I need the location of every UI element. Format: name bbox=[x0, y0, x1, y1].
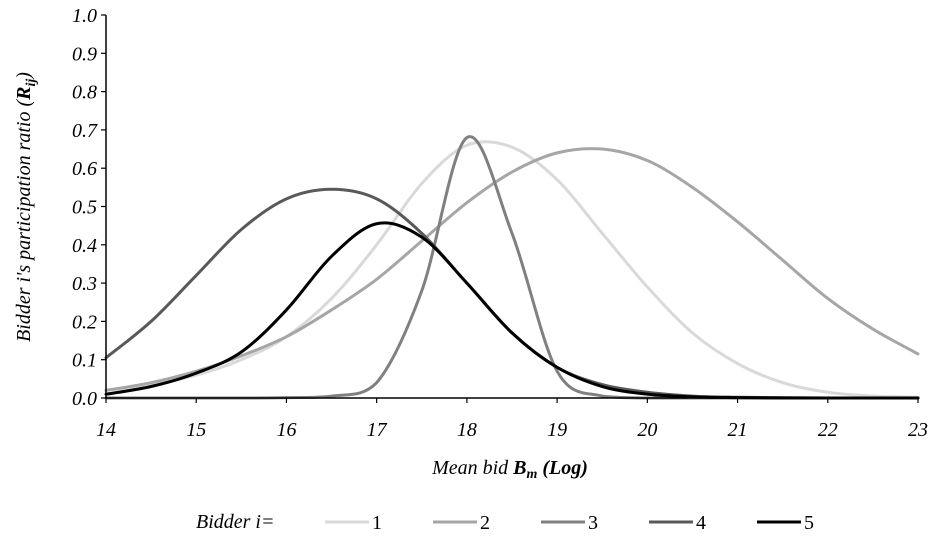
series-line-1 bbox=[104, 140, 920, 399]
y-tick-label: 0.0 bbox=[72, 388, 97, 410]
x-axis-label: Mean bid Bm (Log) bbox=[431, 457, 588, 482]
series-line-2 bbox=[104, 147, 920, 392]
x-tick-label: 14 bbox=[96, 419, 116, 441]
y-tick-label: 1.0 bbox=[72, 5, 97, 27]
x-tick-label: 17 bbox=[367, 419, 388, 441]
y-tick-label: 0.9 bbox=[72, 43, 97, 65]
series-line-5 bbox=[104, 221, 920, 400]
plot-lines bbox=[104, 135, 920, 400]
legend-label-2: 2 bbox=[480, 512, 490, 534]
x-tick-label: 23 bbox=[908, 419, 928, 441]
y-tick-label: 0.7 bbox=[72, 120, 98, 142]
legend: Bidder i= 1 2 3 4 5 bbox=[196, 511, 814, 534]
x-tick-label: 15 bbox=[186, 419, 206, 441]
series-line-4 bbox=[104, 187, 920, 400]
y-tick-label: 0.6 bbox=[72, 158, 97, 180]
x-tick-label: 16 bbox=[276, 419, 296, 441]
y-tick-label: 0.5 bbox=[72, 197, 97, 219]
x-tick-label: 19 bbox=[547, 419, 567, 441]
legend-label-4: 4 bbox=[696, 512, 706, 534]
ticks: 0.0 0.1 0.2 0.3 0.4 0.5 0.6 0.7 0.8 0.9 1.0 14 15 16 1… bbox=[72, 5, 928, 441]
x-tick-label: 21 bbox=[728, 419, 748, 441]
legend-label-5: 5 bbox=[804, 512, 814, 534]
legend-label-1: 1 bbox=[372, 512, 382, 534]
axes bbox=[105, 15, 918, 399]
y-tick-label: 0.8 bbox=[72, 82, 97, 104]
y-axis-label: Bidder i's participation ratio (Rij) bbox=[13, 72, 39, 342]
x-tick-label: 20 bbox=[637, 419, 657, 441]
y-tick-label: 0.3 bbox=[72, 273, 97, 295]
y-tick-label: 0.4 bbox=[72, 235, 97, 257]
x-tick-label: 22 bbox=[818, 419, 838, 441]
x-tick-label: 18 bbox=[457, 419, 477, 441]
y-tick-label: 0.1 bbox=[72, 350, 97, 372]
legend-title: Bidder i= bbox=[196, 511, 275, 533]
legend-label-3: 3 bbox=[588, 512, 598, 534]
y-tick-label: 0.2 bbox=[72, 311, 97, 333]
